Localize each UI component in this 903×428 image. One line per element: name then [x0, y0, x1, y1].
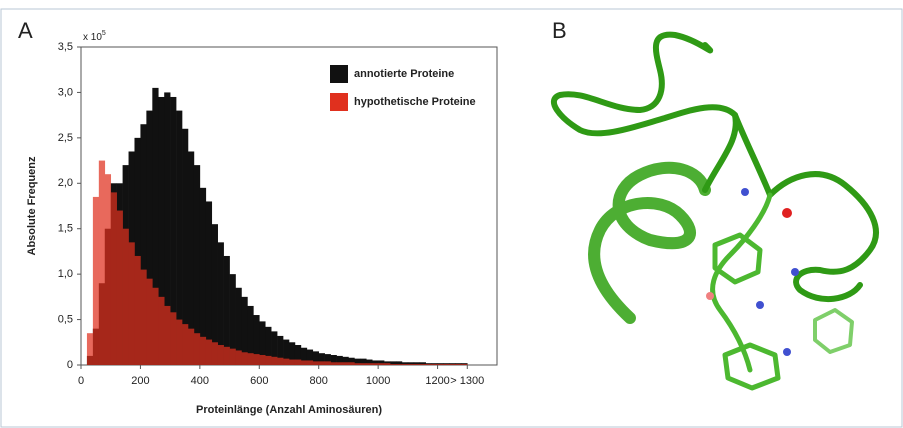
- bar: [206, 340, 212, 365]
- bar: [307, 360, 313, 365]
- bar: [241, 352, 247, 365]
- y-multiplier: x 105: [83, 30, 106, 43]
- x-tick-label: 200: [131, 375, 149, 387]
- bar: [283, 359, 289, 365]
- bar: [212, 342, 218, 365]
- bar: [414, 364, 420, 365]
- bar: [289, 360, 295, 365]
- y-tick-label: 3,5: [58, 41, 73, 53]
- x-tick-label: 400: [191, 375, 209, 387]
- bar: [420, 364, 426, 365]
- bar: [461, 364, 467, 365]
- bar: [360, 363, 366, 365]
- bar: [348, 362, 354, 365]
- bar: [218, 345, 224, 365]
- legend-swatch: [330, 93, 348, 111]
- bar: [402, 364, 408, 365]
- x-tick-label: 800: [310, 375, 328, 387]
- y-tick-label: 1,0: [58, 268, 73, 280]
- bar: [247, 353, 253, 365]
- page: A B 0 0,5 1,0 1,5 2,0 2,5 3,0 3,5 0 200 400 600 800 1…: [0, 0, 903, 428]
- bar: [449, 364, 455, 365]
- panel-label: A: [18, 18, 33, 43]
- bar: [396, 364, 402, 365]
- x-tick-label: 600: [250, 375, 268, 387]
- bar: [93, 197, 99, 365]
- bar: [301, 360, 307, 365]
- x-tick-label: 1000: [366, 375, 390, 387]
- x-tick-label: > 1300: [450, 375, 484, 387]
- bar: [194, 333, 200, 365]
- bar: [134, 256, 140, 365]
- bar: [384, 363, 390, 365]
- y-tick-label: 3,0: [58, 86, 73, 98]
- figure: A B 0 0,5 1,0 1,5 2,0 2,5 3,0 3,5 0 200 400 600 800 1…: [0, 0, 903, 428]
- bar: [182, 324, 188, 365]
- bar: [99, 161, 105, 365]
- multiplier-exponent: 5: [102, 30, 106, 37]
- bar: [146, 279, 152, 365]
- bar: [325, 361, 331, 365]
- bar: [408, 364, 414, 365]
- y-tick-label: 1,5: [58, 223, 73, 235]
- bar: [366, 363, 372, 365]
- bar: [224, 347, 230, 365]
- bar: [342, 362, 348, 365]
- bar: [117, 211, 123, 365]
- bar: [253, 354, 259, 365]
- x-tick-label: 1200: [425, 375, 449, 387]
- bar: [265, 356, 271, 365]
- legend-swatch: [330, 65, 348, 83]
- bar: [236, 350, 242, 365]
- legend-label: annotierte Proteine: [354, 68, 454, 80]
- bar: [164, 306, 170, 365]
- bar: [426, 364, 432, 365]
- bar: [87, 333, 93, 365]
- bar: [200, 337, 206, 365]
- bar: [123, 229, 129, 365]
- y-tick-label: 0: [67, 359, 73, 371]
- bar: [444, 364, 450, 365]
- y-axis-label: Absolute Frequenz: [26, 156, 38, 256]
- panel-label: B: [552, 18, 567, 43]
- bar: [158, 297, 164, 365]
- bar: [390, 364, 396, 365]
- bar: [152, 288, 158, 365]
- bar: [372, 363, 378, 365]
- bar: [176, 320, 182, 365]
- bar: [295, 360, 301, 365]
- bar: [105, 174, 111, 365]
- bar: [432, 364, 438, 365]
- bar: [259, 355, 265, 365]
- y-tick-label: 0,5: [58, 313, 73, 325]
- bar: [188, 329, 194, 365]
- bar: [378, 363, 384, 365]
- bar: [271, 357, 277, 365]
- y-tick-label: 2,5: [58, 132, 73, 144]
- protein-structure: [554, 35, 876, 388]
- legend-label: hypothetische Proteine: [354, 96, 476, 108]
- bar: [337, 362, 343, 365]
- bar: [129, 242, 135, 365]
- x-axis-label: Proteinlänge (Anzahl Aminosäuren): [196, 404, 382, 416]
- multiplier-base: x 10: [83, 32, 102, 43]
- bar: [140, 270, 146, 365]
- bar: [438, 364, 444, 365]
- bar: [331, 362, 337, 365]
- bar: [319, 361, 325, 365]
- y-tick-label: 2,0: [58, 177, 73, 189]
- bar: [354, 363, 360, 365]
- x-tick-label: 0: [78, 375, 84, 387]
- bar: [230, 349, 236, 365]
- bar: [170, 312, 176, 365]
- bar: [313, 361, 319, 365]
- bar: [455, 364, 461, 365]
- bar: [277, 358, 283, 365]
- bar: [111, 192, 117, 365]
